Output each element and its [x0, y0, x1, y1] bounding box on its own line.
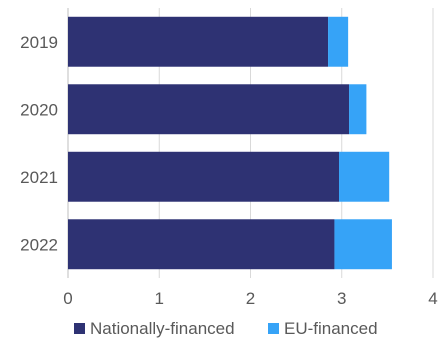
- value-axis-tick-labels: 0 1 2 3 4: [63, 289, 437, 308]
- tick-label-2: 2: [246, 289, 255, 308]
- category-label-2022: 2022: [20, 235, 58, 254]
- category-label-2021: 2021: [20, 168, 58, 187]
- legend-swatch-nationally-financed: [74, 323, 85, 334]
- bar-2022-nationally-financed: [68, 219, 335, 270]
- bar-2019-eu-financed: [328, 16, 349, 67]
- bar-2021-eu-financed: [339, 151, 390, 202]
- tick-label-4: 4: [428, 289, 437, 308]
- tick-label-1: 1: [155, 289, 164, 308]
- legend-swatch-eu-financed: [268, 323, 279, 334]
- bar-2020-eu-financed: [349, 84, 367, 135]
- bars: [68, 16, 392, 270]
- category-axis-labels: 2019 2020 2021 2022: [20, 33, 58, 255]
- category-label-2020: 2020: [20, 100, 58, 119]
- tick-label-3: 3: [337, 289, 346, 308]
- category-label-2019: 2019: [20, 33, 58, 52]
- legend: Nationally-financed EU-financed: [74, 319, 378, 338]
- bar-2022-eu-financed: [334, 219, 392, 270]
- legend-label-eu-financed: EU-financed: [284, 319, 378, 338]
- tick-label-0: 0: [63, 289, 72, 308]
- bar-2021-nationally-financed: [68, 151, 340, 202]
- legend-label-nationally-financed: Nationally-financed: [90, 319, 235, 338]
- bar-2019-nationally-financed: [68, 16, 329, 67]
- bar-2020-nationally-financed: [68, 84, 350, 135]
